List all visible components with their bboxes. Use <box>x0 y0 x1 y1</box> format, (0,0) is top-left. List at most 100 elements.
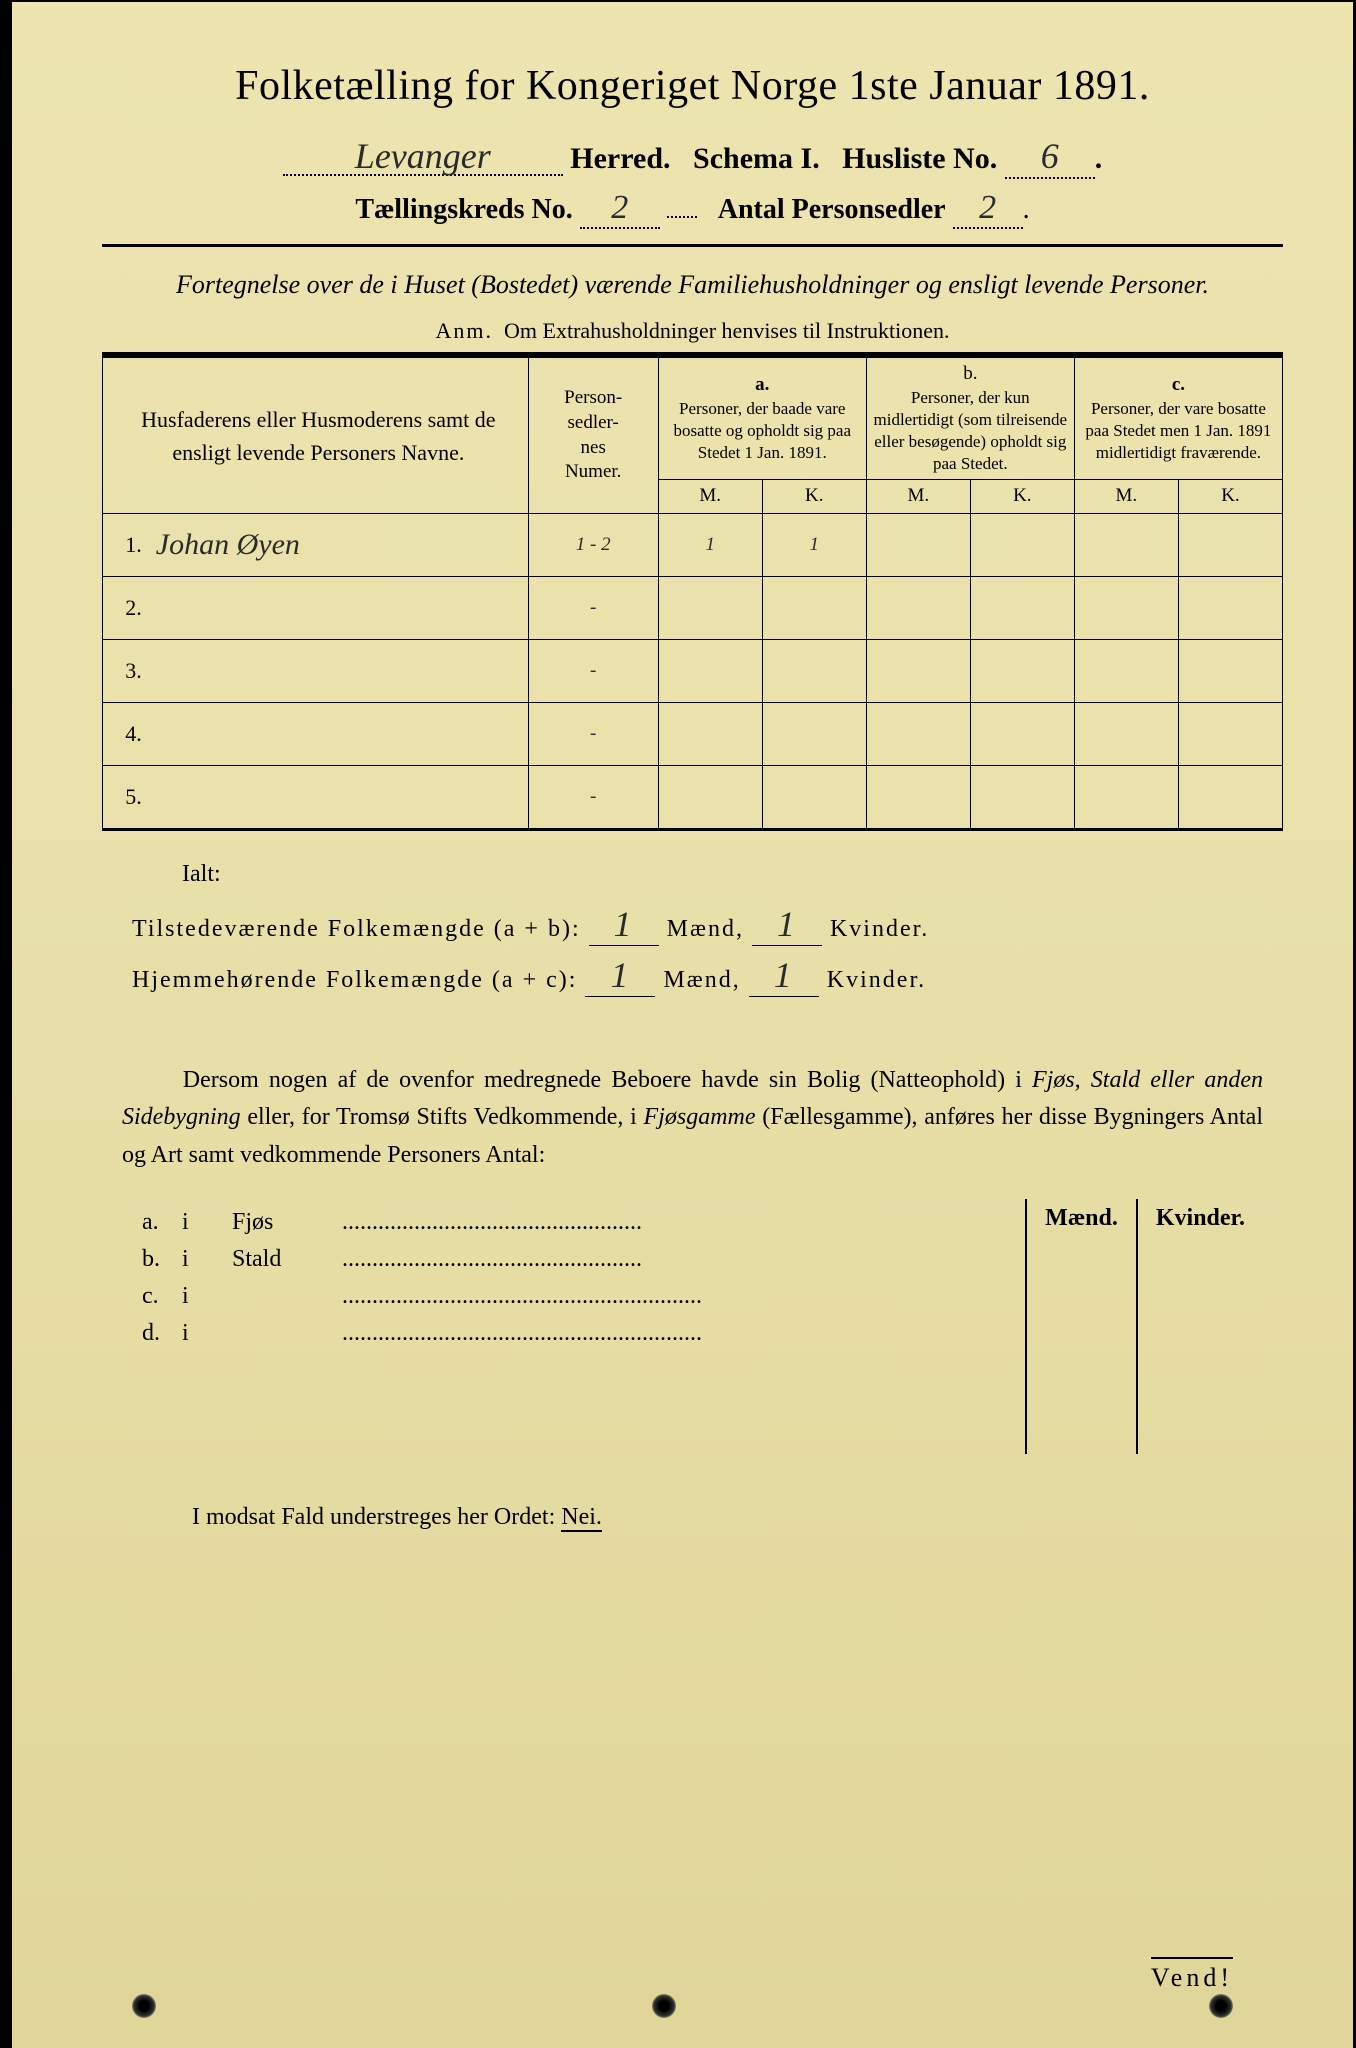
table-row: 5. - <box>103 766 1283 830</box>
th-cm: M. <box>1074 480 1178 514</box>
antal-value: 2 <box>953 189 1023 229</box>
row-bm <box>866 766 970 830</box>
row-bk <box>970 640 1074 703</box>
row-ck <box>1178 640 1282 703</box>
row-number: 4. <box>103 703 150 766</box>
header-line-3: Tællingskreds No. 2 Antal Personsedler 2… <box>102 189 1283 229</box>
tilstede-m: 1 <box>589 903 659 946</box>
th-numer: Person- sedler- nes Numer. <box>528 355 658 513</box>
th-a: a. Personer, der baade vare bosatte og o… <box>658 355 866 480</box>
row-ck <box>1178 703 1282 766</box>
husliste-value: 6 <box>1005 135 1095 179</box>
row-ak <box>762 766 866 830</box>
row-bk <box>970 514 1074 577</box>
header-line-2: Levanger Herred. Schema I. Husliste No. … <box>102 135 1283 179</box>
sidebygning-section: a.iFjøs.................................… <box>142 1199 1263 1454</box>
tkreds-value: 2 <box>580 189 660 229</box>
husliste-label: Husliste No. <box>842 142 997 175</box>
row-am <box>658 577 762 640</box>
binding-hole <box>1209 1994 1233 2018</box>
nei-word: Nei. <box>561 1504 602 1532</box>
row-am <box>658 703 762 766</box>
row-name <box>150 640 528 703</box>
table-row: 1.Johan Øyen1 - 211 <box>103 514 1283 577</box>
binding-hole <box>652 1994 676 2018</box>
sidebygning-list: a.iFjøs.................................… <box>142 1199 1013 1454</box>
row-ck <box>1178 514 1282 577</box>
sidebygning-mk-table: Mænd.Kvinder. <box>1025 1199 1263 1454</box>
sb-kvinder: Kvinder. <box>1137 1199 1263 1238</box>
table-row: 4. - <box>103 703 1283 766</box>
th-c: c. Personer, der vare bosatte paa Stedet… <box>1074 355 1282 480</box>
row-ak <box>762 703 866 766</box>
row-cm <box>1074 703 1178 766</box>
row-num: 1 - 2 <box>528 514 658 577</box>
row-cm <box>1074 766 1178 830</box>
table-row: 3. - <box>103 640 1283 703</box>
row-cm <box>1074 514 1178 577</box>
th-ck: K. <box>1178 480 1282 514</box>
antal-label: Antal Personsedler <box>718 194 946 225</box>
row-name <box>150 766 528 830</box>
row-num: - <box>528 703 658 766</box>
row-am: 1 <box>658 514 762 577</box>
row-name <box>150 577 528 640</box>
th-bm: M. <box>866 480 970 514</box>
tkreds-label: Tællingskreds No. <box>355 194 572 225</box>
row-bm <box>866 640 970 703</box>
totals-tilstede: Tilstedeværende Folkemængde (a + b): 1 M… <box>132 903 1283 946</box>
divider-1 <box>102 244 1283 247</box>
row-number: 5. <box>103 766 150 830</box>
row-number: 2. <box>103 577 150 640</box>
row-number: 3. <box>103 640 150 703</box>
anm-note: Anm. Anm. Om Extrahusholdninger henvises… <box>102 318 1283 344</box>
row-cm <box>1074 577 1178 640</box>
totals-hjemme: Hjemmehørende Folkemængde (a + c): 1 Mæn… <box>132 954 1283 997</box>
th-ak: K. <box>762 480 866 514</box>
row-bk <box>970 703 1074 766</box>
household-table: Husfaderens eller Husmoderens samt de en… <box>102 352 1283 831</box>
row-am <box>658 766 762 830</box>
row-ck <box>1178 577 1282 640</box>
row-bk <box>970 766 1074 830</box>
hjemme-k: 1 <box>749 954 819 997</box>
hjemme-m: 1 <box>585 954 655 997</box>
herred-label: Herred. <box>570 142 670 175</box>
row-name <box>150 703 528 766</box>
row-num: - <box>528 640 658 703</box>
row-ak: 1 <box>762 514 866 577</box>
row-am <box>658 640 762 703</box>
sidebygning-row: a.iFjøs.................................… <box>142 1209 1013 1236</box>
binding-hole <box>132 1994 156 2018</box>
row-name: Johan Øyen <box>150 514 528 577</box>
row-ck <box>1178 766 1282 830</box>
row-bm <box>866 703 970 766</box>
row-cm <box>1074 640 1178 703</box>
ialt-label: Ialt: <box>182 861 1283 888</box>
census-form-page: Folketælling for Kongeriget Norge 1ste J… <box>0 0 1356 2048</box>
dersom-paragraph: Dersom nogen af de ovenfor medregnede Be… <box>122 1062 1263 1174</box>
schema-label: Schema I. <box>693 142 820 175</box>
row-num: - <box>528 766 658 830</box>
table-row: 2. - <box>103 577 1283 640</box>
sidebygning-row: b.iStald................................… <box>142 1246 1013 1273</box>
row-bk <box>970 577 1074 640</box>
sidebygning-row: c.i.....................................… <box>142 1283 1013 1310</box>
th-bk: K. <box>970 480 1074 514</box>
vend-label: Vend! <box>1151 1957 1233 1993</box>
row-bm <box>866 577 970 640</box>
sidebygning-row: d.i.....................................… <box>142 1320 1013 1347</box>
row-bm <box>866 514 970 577</box>
main-title: Folketælling for Kongeriget Norge 1ste J… <box>102 62 1283 110</box>
th-b: b. Personer, der kun midlertidigt (som t… <box>866 355 1074 480</box>
herred-value: Levanger <box>283 138 563 176</box>
th-am: M. <box>658 480 762 514</box>
fortegnelse-title: Fortegnelse over de i Huset (Bostedet) v… <box>102 267 1283 303</box>
modsat-line: I modsat Fald understreges her Ordet: Ne… <box>192 1504 1283 1531</box>
row-num: - <box>528 577 658 640</box>
row-ak <box>762 577 866 640</box>
row-ak <box>762 640 866 703</box>
tilstede-k: 1 <box>752 903 822 946</box>
row-number: 1. <box>103 514 150 577</box>
sb-maend: Mænd. <box>1026 1199 1137 1238</box>
